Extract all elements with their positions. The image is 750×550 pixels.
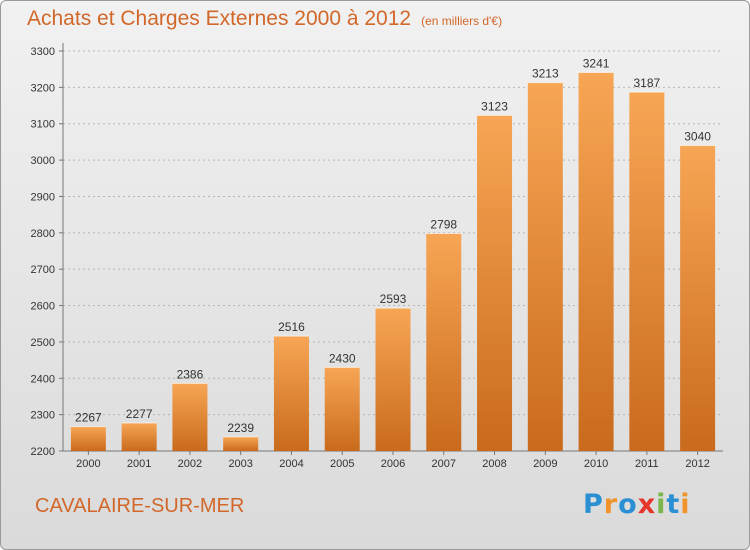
data-label: 2267 xyxy=(75,411,102,425)
y-tick-label: 3300 xyxy=(31,46,55,58)
chart-title: Achats et Charges Externes 2000 à 2012 (e… xyxy=(27,7,502,31)
bar xyxy=(477,115,513,451)
bar xyxy=(375,308,411,451)
bar xyxy=(324,367,360,451)
y-tick-label: 2700 xyxy=(31,264,55,276)
data-label: 3187 xyxy=(633,76,660,90)
title-text: Achats et Charges Externes 2000 à 2012 xyxy=(27,7,412,30)
data-label: 2430 xyxy=(329,351,356,365)
data-label: 3213 xyxy=(532,67,559,81)
data-label: 3241 xyxy=(583,56,610,70)
logo-letter: o xyxy=(618,489,638,520)
y-tick-label: 3100 xyxy=(31,119,55,131)
logo-letter: r xyxy=(603,489,619,520)
x-tick-label: 2007 xyxy=(432,458,456,470)
y-tick-label: 2500 xyxy=(31,337,55,349)
x-tick-label: 2009 xyxy=(533,458,557,470)
data-label: 3040 xyxy=(684,130,711,144)
x-tick-label: 2005 xyxy=(330,458,354,470)
bar xyxy=(629,92,665,451)
logo-letter: t xyxy=(666,489,681,520)
y-tick-label: 3000 xyxy=(31,155,55,167)
data-label: 3123 xyxy=(481,99,508,113)
city-name: CAVALAIRE-SUR-MER xyxy=(35,495,245,517)
bar xyxy=(121,423,157,451)
y-tick-label: 2900 xyxy=(31,191,55,203)
x-tick-label: 2006 xyxy=(381,458,405,470)
y-tick-label: 2300 xyxy=(31,410,55,422)
bar xyxy=(172,383,208,451)
title-unit: (en milliers d'€) xyxy=(421,14,503,28)
y-tick-label: 3200 xyxy=(31,82,55,94)
labels: 2200 2300 2400 2500 2600 2700 2800 2900 3000 3100… xyxy=(31,46,712,470)
x-tick-label: 2011 xyxy=(635,458,659,470)
data-label: 2798 xyxy=(430,218,457,232)
logo-letter: i xyxy=(656,489,667,520)
x-tick-label: 2000 xyxy=(76,458,100,470)
y-tick-label: 2600 xyxy=(31,301,55,313)
data-label: 2516 xyxy=(278,320,305,334)
bars xyxy=(70,71,716,452)
data-label: 2277 xyxy=(126,407,153,421)
x-tick-label: 2003 xyxy=(228,458,252,470)
bar xyxy=(680,145,716,451)
x-tick-label: 2002 xyxy=(178,458,202,470)
x-tick-label: 2012 xyxy=(685,458,709,470)
bar xyxy=(578,72,614,452)
x-tick-label: 2004 xyxy=(279,458,303,470)
data-label: 2239 xyxy=(227,421,254,435)
bar xyxy=(223,436,259,451)
proxiti-logo: Proxiti xyxy=(583,489,691,520)
y-tick-label: 2200 xyxy=(31,446,55,458)
bar xyxy=(273,336,309,451)
data-label: 2593 xyxy=(380,292,407,306)
bar xyxy=(426,233,462,451)
y-tick-label: 2800 xyxy=(31,228,55,240)
bar xyxy=(527,82,563,452)
data-label: 2386 xyxy=(177,367,204,381)
logo-letter: i xyxy=(680,489,691,520)
logo-letter: x xyxy=(637,489,657,520)
x-tick-label: 2008 xyxy=(482,458,506,470)
bar xyxy=(70,426,106,451)
logo-letter: P xyxy=(583,489,604,520)
x-tick-label: 2001 xyxy=(127,458,151,470)
x-tick-label: 2010 xyxy=(584,458,608,470)
y-tick-label: 2400 xyxy=(31,373,55,385)
